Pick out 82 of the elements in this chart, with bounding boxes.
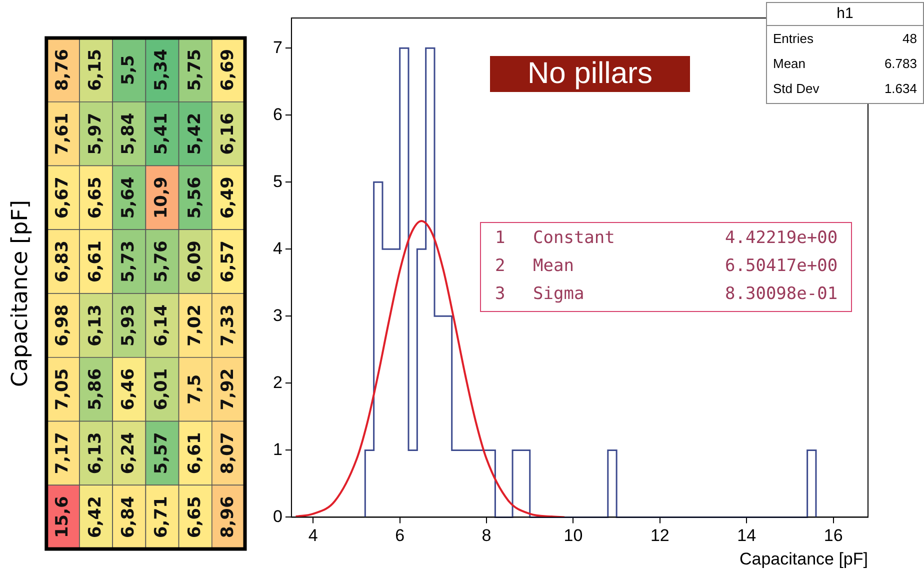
y-tick-label: 0 <box>272 506 282 526</box>
annotation: Constant <box>533 228 615 248</box>
data-label: 6,49 <box>218 176 238 219</box>
data-label: 6,98 <box>52 304 72 346</box>
y-tick-label: 6 <box>272 104 282 124</box>
annotation: Entries <box>773 30 814 48</box>
y-axis-title: Capacitance [pF] <box>8 200 33 387</box>
x-tick-label: 10 <box>564 526 583 546</box>
data-label: 7,33 <box>218 304 238 346</box>
data-label: 10,9 <box>152 176 172 219</box>
data-label: 6,09 <box>184 240 205 283</box>
data-label: 8,76 <box>52 48 72 91</box>
data-label: 5,42 <box>184 112 205 155</box>
annotation: Mean <box>533 256 574 276</box>
data-label: 5,93 <box>118 304 139 346</box>
x-tick-label: 4 <box>308 526 318 546</box>
data-label: 5,5 <box>118 54 139 85</box>
data-label: 7,61 <box>52 112 72 155</box>
data-label: 5,84 <box>118 112 139 155</box>
data-label: 6,84 <box>118 496 139 538</box>
data-label: 6,14 <box>152 304 172 346</box>
data-label: 5,75 <box>184 48 205 91</box>
data-label: 7,05 <box>52 368 72 410</box>
text: 6.783 <box>884 55 917 73</box>
x-tick-label: 6 <box>395 526 405 546</box>
y-tick-label: 3 <box>272 306 282 325</box>
x-tick-label: 8 <box>482 526 492 546</box>
annotation: Mean <box>773 55 806 73</box>
data-label: 5,73 <box>118 240 139 283</box>
annotation: 3 <box>495 284 506 304</box>
data-label: 5,97 <box>85 112 106 155</box>
data-label: 6,61 <box>85 240 106 283</box>
data-label: 6,16 <box>218 112 238 155</box>
data-label: 6,24 <box>118 432 139 474</box>
data-label: 6,13 <box>85 304 106 346</box>
y-tick-label: 7 <box>272 38 282 57</box>
annotation: 1 <box>495 228 506 248</box>
annotation: 4.42219e+00 <box>725 228 838 248</box>
annotation: 2 <box>495 256 506 276</box>
data-label: 7,5 <box>184 374 205 404</box>
x-tick-label: 12 <box>650 526 670 546</box>
x-tick-label: 14 <box>737 526 756 546</box>
data-label: 6,65 <box>85 176 106 219</box>
data-label: 7,17 <box>52 432 72 474</box>
data-label: 6,42 <box>85 496 106 538</box>
data-label: 6,61 <box>184 432 205 474</box>
text: 1.634 <box>884 80 917 98</box>
data-label: 5,34 <box>152 48 172 91</box>
annotation: 8.30098e-01 <box>725 284 838 304</box>
data-label: 5,41 <box>152 112 172 155</box>
data-label: 6,69 <box>218 48 238 91</box>
data-label: 6,01 <box>152 368 172 410</box>
x-axis-title: Capacitance [pF] <box>739 549 868 568</box>
data-label: 8,07 <box>218 432 238 474</box>
data-label: 7,92 <box>218 368 238 410</box>
data-label: 8,96 <box>218 496 238 538</box>
data-label: 6,57 <box>218 240 238 283</box>
data-label: 6,65 <box>184 496 205 538</box>
y-tick-label: 2 <box>272 372 282 392</box>
data-label: 15,6 <box>52 496 72 538</box>
data-label: 6,71 <box>152 496 172 538</box>
data-label: 6,15 <box>85 48 106 91</box>
data-label: 5,86 <box>85 368 106 410</box>
y-tick-label: 5 <box>272 172 282 191</box>
data-label: 6,67 <box>52 176 72 219</box>
data-label: 6,13 <box>85 432 106 474</box>
y-tick-label: 4 <box>272 238 282 258</box>
annotation: Sigma <box>533 284 584 304</box>
data-label: 5,56 <box>184 176 205 219</box>
data-label: 6,83 <box>52 240 72 283</box>
data-label: 7,02 <box>184 304 205 346</box>
data-label: 5,57 <box>152 432 172 474</box>
annotation: No pillars <box>490 56 690 92</box>
x-tick-label: 16 <box>824 526 843 546</box>
y-tick-label: 1 <box>272 440 282 459</box>
text: 48 <box>902 30 917 48</box>
data-label: 5,76 <box>152 240 172 283</box>
annotation: h1 <box>767 3 923 26</box>
annotation: Std Dev <box>773 80 820 98</box>
data-label: 6,46 <box>118 368 139 410</box>
annotation: 6.50417e+00 <box>725 256 838 276</box>
data-label: 5,64 <box>118 176 139 219</box>
